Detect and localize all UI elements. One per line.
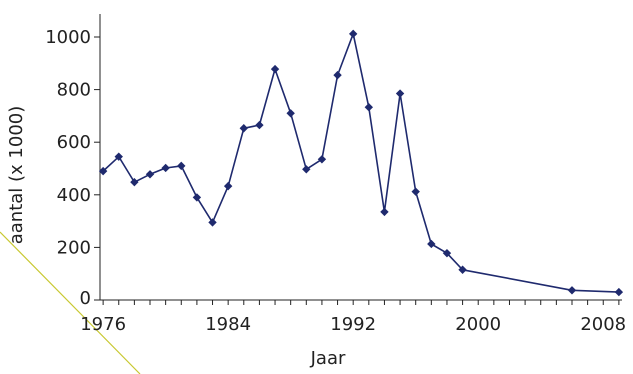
data-point bbox=[458, 265, 467, 274]
data-point bbox=[270, 64, 280, 74]
data-point bbox=[348, 29, 358, 39]
data-point bbox=[223, 181, 233, 191]
data-point bbox=[208, 218, 217, 227]
y-tick-label: 0 bbox=[80, 288, 91, 309]
data-point bbox=[177, 161, 186, 171]
y-tick-label: 400 bbox=[57, 185, 91, 206]
x-tick-label: 2008 bbox=[580, 314, 626, 335]
x-tick-label: 1992 bbox=[330, 314, 376, 335]
y-tick-label: 200 bbox=[57, 237, 91, 258]
axes bbox=[99, 14, 622, 301]
data-point bbox=[114, 152, 123, 161]
data-point bbox=[255, 120, 264, 130]
data-point bbox=[411, 187, 420, 196]
y-tick-label: 1000 bbox=[45, 27, 91, 48]
data-point bbox=[130, 177, 139, 187]
data-point bbox=[317, 155, 327, 164]
data-point bbox=[192, 193, 202, 202]
data-point bbox=[333, 70, 342, 80]
data-point bbox=[286, 109, 295, 118]
data-point bbox=[145, 170, 155, 179]
y-tick-label: 600 bbox=[57, 132, 91, 153]
series-layer bbox=[98, 29, 624, 297]
ticks: 0 200 400 600 800 1000 1976 1984 1992 2000 2008 bbox=[45, 27, 626, 335]
data-point bbox=[567, 286, 577, 295]
data-point bbox=[427, 239, 436, 249]
x-tick-label: 1984 bbox=[205, 314, 251, 335]
data-point bbox=[239, 124, 248, 133]
data-point bbox=[98, 166, 108, 176]
data-point bbox=[380, 207, 389, 217]
data-point bbox=[364, 103, 374, 112]
x-tick-label: 2000 bbox=[455, 314, 501, 335]
decorative-diagonal-line bbox=[0, 231, 141, 374]
x-tick-label: 1976 bbox=[80, 314, 126, 335]
x-axis-title: Jaar bbox=[310, 348, 346, 369]
data-point bbox=[161, 163, 170, 173]
data-point bbox=[614, 287, 624, 297]
y-tick-label: 800 bbox=[57, 80, 91, 101]
data-point bbox=[395, 89, 405, 98]
data-point bbox=[302, 165, 311, 174]
data-point bbox=[442, 248, 452, 258]
y-axis-title: aantal (x 1000) bbox=[6, 106, 27, 245]
